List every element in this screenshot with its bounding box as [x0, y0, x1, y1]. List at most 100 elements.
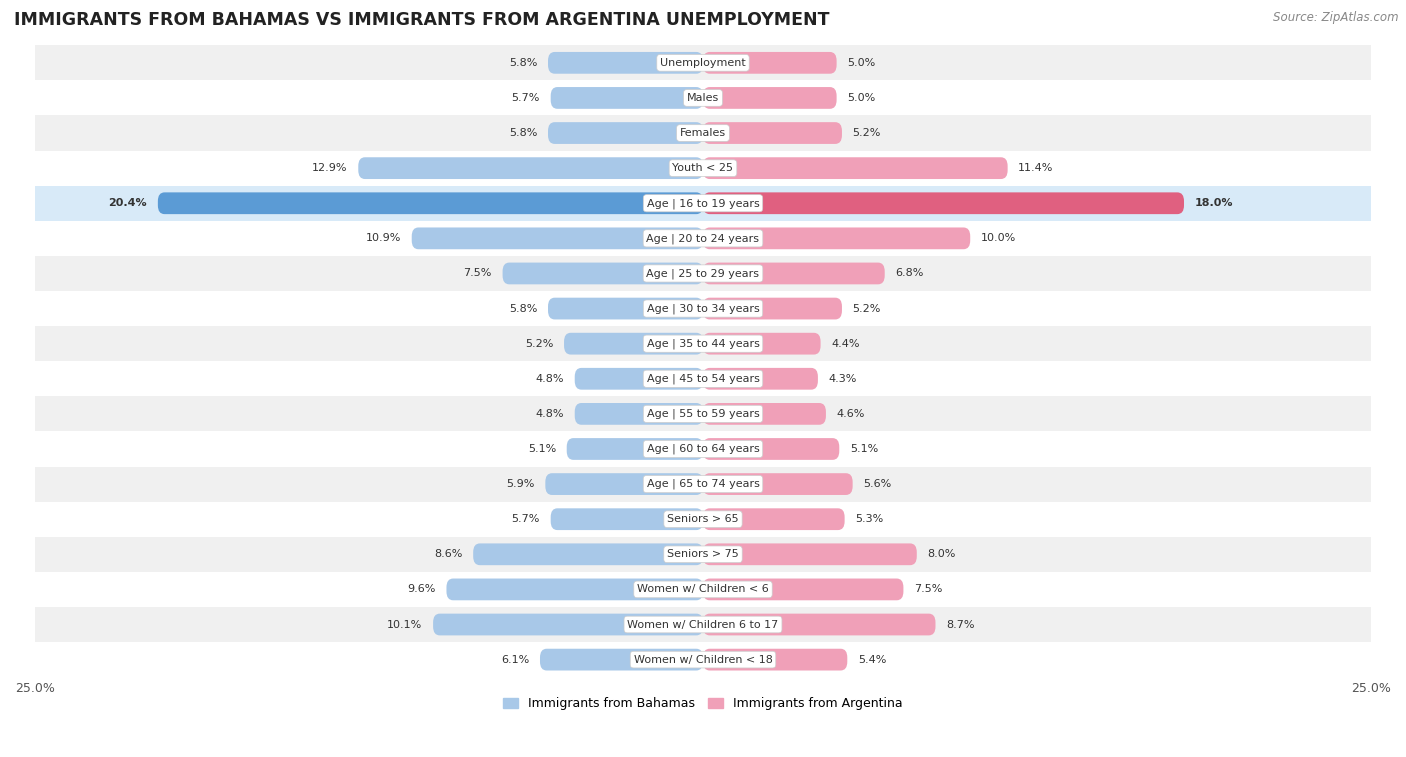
Text: Age | 20 to 24 years: Age | 20 to 24 years [647, 233, 759, 244]
Text: Seniors > 65: Seniors > 65 [668, 514, 738, 524]
FancyBboxPatch shape [575, 368, 703, 390]
FancyBboxPatch shape [157, 192, 703, 214]
FancyBboxPatch shape [703, 122, 842, 144]
Text: Age | 30 to 34 years: Age | 30 to 34 years [647, 304, 759, 314]
Text: Age | 25 to 29 years: Age | 25 to 29 years [647, 268, 759, 279]
FancyBboxPatch shape [703, 333, 821, 354]
Text: Age | 35 to 44 years: Age | 35 to 44 years [647, 338, 759, 349]
Text: 4.3%: 4.3% [828, 374, 858, 384]
FancyBboxPatch shape [502, 263, 703, 285]
Text: Females: Females [681, 128, 725, 138]
Text: Age | 55 to 59 years: Age | 55 to 59 years [647, 409, 759, 419]
Text: 5.7%: 5.7% [512, 93, 540, 103]
Text: 5.2%: 5.2% [524, 338, 554, 349]
FancyBboxPatch shape [703, 263, 884, 285]
Text: 5.1%: 5.1% [527, 444, 555, 454]
FancyBboxPatch shape [546, 473, 703, 495]
Bar [35, 361, 1371, 397]
Text: 8.7%: 8.7% [946, 619, 974, 630]
FancyBboxPatch shape [703, 368, 818, 390]
Bar [35, 185, 1371, 221]
FancyBboxPatch shape [551, 508, 703, 530]
Bar [35, 466, 1371, 502]
Legend: Immigrants from Bahamas, Immigrants from Argentina: Immigrants from Bahamas, Immigrants from… [499, 692, 907, 715]
FancyBboxPatch shape [567, 438, 703, 459]
Bar [35, 291, 1371, 326]
Bar [35, 185, 1371, 221]
Bar [35, 80, 1371, 116]
Text: 20.4%: 20.4% [108, 198, 148, 208]
Text: 5.0%: 5.0% [848, 93, 876, 103]
FancyBboxPatch shape [412, 227, 703, 249]
Text: Age | 16 to 19 years: Age | 16 to 19 years [647, 198, 759, 208]
Text: Seniors > 75: Seniors > 75 [666, 550, 740, 559]
Text: 5.9%: 5.9% [506, 479, 534, 489]
Text: 4.8%: 4.8% [536, 374, 564, 384]
Bar [35, 642, 1371, 678]
Text: 4.6%: 4.6% [837, 409, 865, 419]
FancyBboxPatch shape [703, 544, 917, 565]
FancyBboxPatch shape [703, 403, 825, 425]
Text: IMMIGRANTS FROM BAHAMAS VS IMMIGRANTS FROM ARGENTINA UNEMPLOYMENT: IMMIGRANTS FROM BAHAMAS VS IMMIGRANTS FR… [14, 11, 830, 30]
FancyBboxPatch shape [703, 298, 842, 319]
FancyBboxPatch shape [447, 578, 703, 600]
FancyBboxPatch shape [703, 227, 970, 249]
Bar [35, 116, 1371, 151]
FancyBboxPatch shape [703, 87, 837, 109]
FancyBboxPatch shape [703, 473, 852, 495]
FancyBboxPatch shape [703, 508, 845, 530]
FancyBboxPatch shape [564, 333, 703, 354]
FancyBboxPatch shape [703, 192, 1184, 214]
Text: 5.7%: 5.7% [512, 514, 540, 524]
Text: Women w/ Children 6 to 17: Women w/ Children 6 to 17 [627, 619, 779, 630]
Text: Males: Males [688, 93, 718, 103]
FancyBboxPatch shape [548, 122, 703, 144]
Bar [35, 431, 1371, 466]
Bar [35, 607, 1371, 642]
FancyBboxPatch shape [548, 298, 703, 319]
FancyBboxPatch shape [359, 157, 703, 179]
FancyBboxPatch shape [575, 403, 703, 425]
Text: 5.8%: 5.8% [509, 128, 537, 138]
Text: Source: ZipAtlas.com: Source: ZipAtlas.com [1274, 11, 1399, 24]
FancyBboxPatch shape [703, 614, 935, 635]
Bar [35, 397, 1371, 431]
Text: 4.8%: 4.8% [536, 409, 564, 419]
Bar [35, 45, 1371, 80]
Text: 6.1%: 6.1% [501, 655, 529, 665]
Text: 5.8%: 5.8% [509, 58, 537, 68]
Text: 7.5%: 7.5% [914, 584, 942, 594]
Text: 10.0%: 10.0% [981, 233, 1017, 243]
Text: 9.6%: 9.6% [408, 584, 436, 594]
Text: 5.8%: 5.8% [509, 304, 537, 313]
Text: Women w/ Children < 18: Women w/ Children < 18 [634, 655, 772, 665]
FancyBboxPatch shape [703, 157, 1008, 179]
FancyBboxPatch shape [433, 614, 703, 635]
Text: 10.9%: 10.9% [366, 233, 401, 243]
Text: 12.9%: 12.9% [312, 164, 347, 173]
Bar [35, 502, 1371, 537]
Text: Youth < 25: Youth < 25 [672, 164, 734, 173]
Text: Age | 45 to 54 years: Age | 45 to 54 years [647, 373, 759, 384]
Text: 8.6%: 8.6% [434, 550, 463, 559]
Text: Women w/ Children < 6: Women w/ Children < 6 [637, 584, 769, 594]
Text: Age | 65 to 74 years: Age | 65 to 74 years [647, 479, 759, 489]
Text: 5.1%: 5.1% [851, 444, 879, 454]
Text: 7.5%: 7.5% [464, 269, 492, 279]
Text: 5.2%: 5.2% [852, 128, 882, 138]
Text: 5.0%: 5.0% [848, 58, 876, 68]
Text: Age | 60 to 64 years: Age | 60 to 64 years [647, 444, 759, 454]
Text: Unemployment: Unemployment [661, 58, 745, 68]
Bar [35, 221, 1371, 256]
Bar [35, 572, 1371, 607]
FancyBboxPatch shape [540, 649, 703, 671]
Text: 8.0%: 8.0% [928, 550, 956, 559]
FancyBboxPatch shape [703, 438, 839, 459]
Text: 5.4%: 5.4% [858, 655, 886, 665]
Text: 5.3%: 5.3% [855, 514, 883, 524]
Text: 11.4%: 11.4% [1018, 164, 1053, 173]
Bar [35, 326, 1371, 361]
Bar [35, 537, 1371, 572]
Text: 10.1%: 10.1% [387, 619, 422, 630]
Text: 5.2%: 5.2% [852, 304, 882, 313]
